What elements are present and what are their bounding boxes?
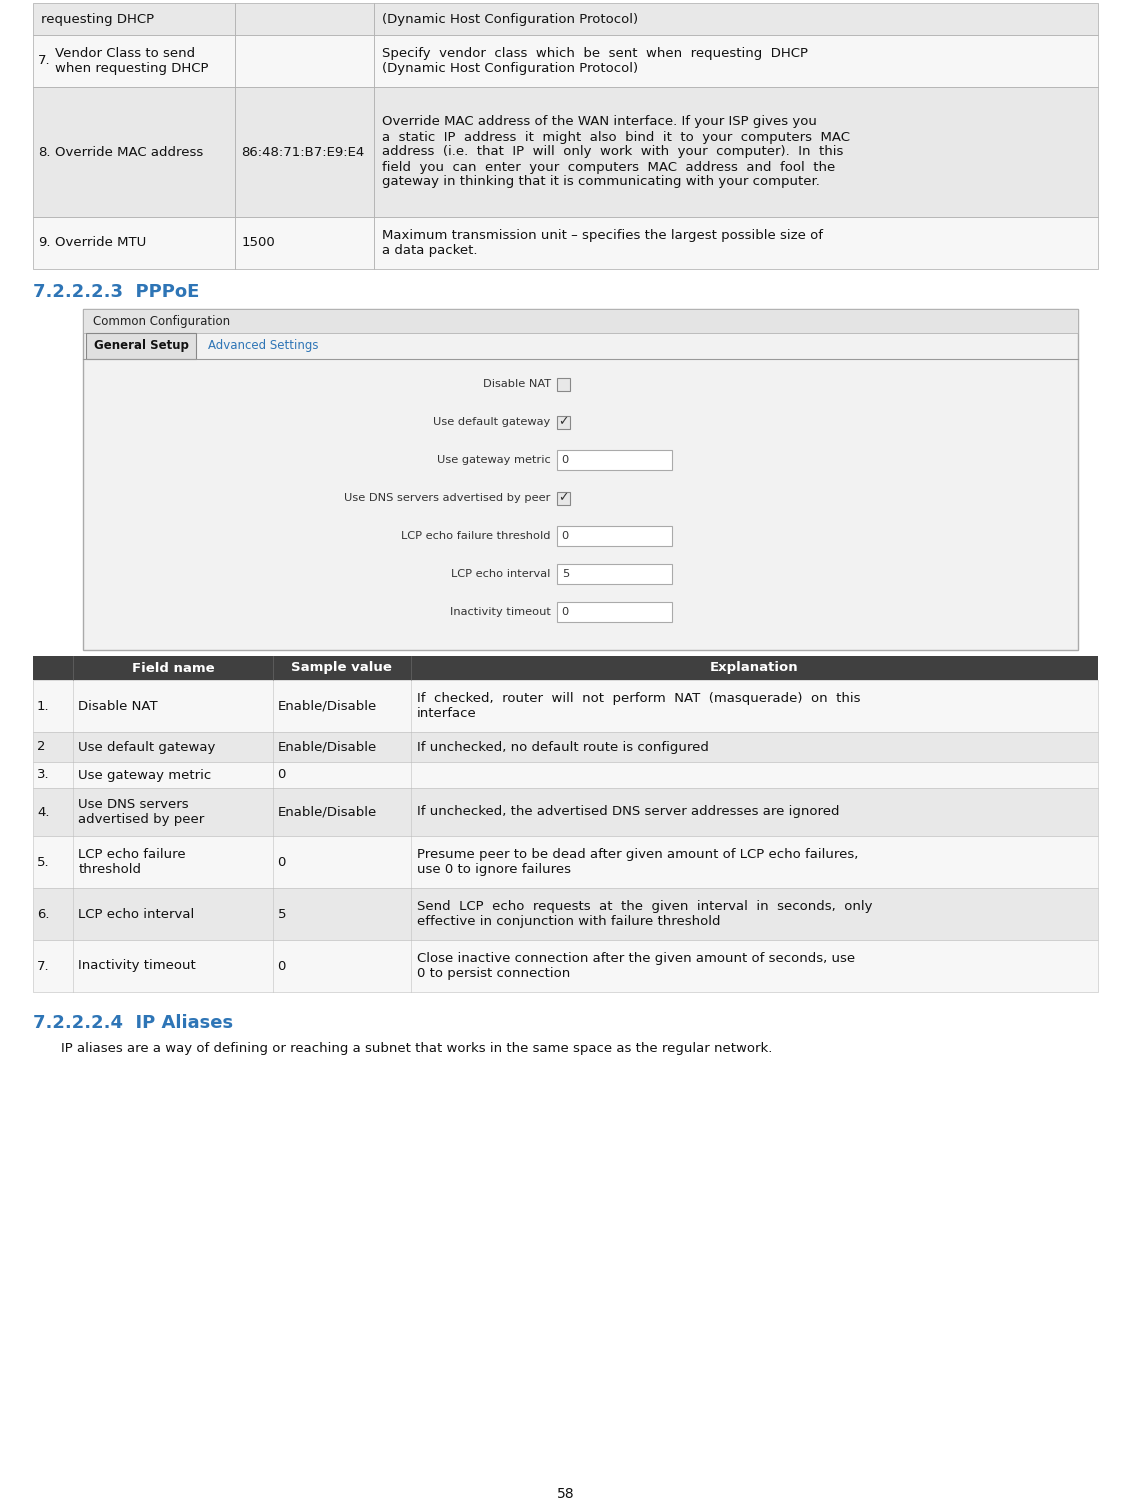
Text: 5: 5 xyxy=(277,907,286,920)
Bar xyxy=(33,732,1098,763)
Bar xyxy=(33,656,1098,680)
Text: Use default gateway: Use default gateway xyxy=(433,417,551,427)
Text: Use DNS servers advertised by peer: Use DNS servers advertised by peer xyxy=(344,493,551,502)
Bar xyxy=(33,35,235,87)
Text: Enable/Disable: Enable/Disable xyxy=(277,740,377,754)
Bar xyxy=(83,308,1078,650)
Bar xyxy=(33,217,235,269)
Bar xyxy=(556,378,570,391)
Text: ✓: ✓ xyxy=(558,492,569,504)
Text: Maximum transmission unit – specifies the largest possible size of
a data packet: Maximum transmission unit – specifies th… xyxy=(382,229,822,257)
Text: If unchecked, the advertised DNS server addresses are ignored: If unchecked, the advertised DNS server … xyxy=(417,806,839,818)
Text: Inactivity timeout: Inactivity timeout xyxy=(78,960,196,973)
Bar xyxy=(33,887,1098,940)
Bar xyxy=(374,217,1098,269)
Text: 0: 0 xyxy=(562,531,569,541)
Bar xyxy=(86,332,196,359)
Text: 1500: 1500 xyxy=(241,236,275,250)
Text: 0: 0 xyxy=(277,960,286,973)
Text: Common Configuration: Common Configuration xyxy=(93,314,230,328)
Text: 1.: 1. xyxy=(37,699,50,713)
Text: Override MAC address: Override MAC address xyxy=(55,146,204,158)
Text: Disable NAT: Disable NAT xyxy=(78,699,158,713)
Bar xyxy=(556,492,570,504)
Text: General Setup: General Setup xyxy=(94,340,189,352)
Text: 6.: 6. xyxy=(37,907,50,920)
Bar xyxy=(235,217,374,269)
Text: 5: 5 xyxy=(562,569,569,579)
Text: Vendor Class to send
when requesting DHCP: Vendor Class to send when requesting DHC… xyxy=(55,47,208,75)
Text: Use gateway metric: Use gateway metric xyxy=(78,769,211,782)
Text: 7.: 7. xyxy=(38,54,51,68)
Text: Close inactive connection after the given amount of seconds, use
0 to persist co: Close inactive connection after the give… xyxy=(417,952,855,981)
Bar xyxy=(556,526,672,546)
Text: 3.: 3. xyxy=(37,769,50,782)
Text: (Dynamic Host Configuration Protocol): (Dynamic Host Configuration Protocol) xyxy=(382,12,638,26)
Text: 9.: 9. xyxy=(38,236,51,250)
Text: Field name: Field name xyxy=(131,662,215,674)
Bar xyxy=(556,415,570,429)
Text: Inactivity timeout: Inactivity timeout xyxy=(450,608,551,617)
Text: Disable NAT: Disable NAT xyxy=(483,379,551,390)
Text: 58: 58 xyxy=(556,1487,575,1501)
Text: If  checked,  router  will  not  perform  NAT  (masquerade)  on  this
interface: If checked, router will not perform NAT … xyxy=(417,692,861,720)
Bar xyxy=(33,763,1098,788)
Bar xyxy=(33,3,235,35)
Bar xyxy=(374,35,1098,87)
Text: Override MAC address of the WAN interface. If your ISP gives you
a  static  IP  : Override MAC address of the WAN interfac… xyxy=(382,116,849,188)
Text: Use gateway metric: Use gateway metric xyxy=(437,456,551,465)
Text: IP aliases are a way of defining or reaching a subnet that works in the same spa: IP aliases are a way of defining or reac… xyxy=(61,1042,772,1054)
Text: 2: 2 xyxy=(37,740,45,754)
Bar xyxy=(33,836,1098,887)
Bar xyxy=(235,87,374,217)
Text: 8.: 8. xyxy=(38,146,51,158)
Text: LCP echo failure threshold: LCP echo failure threshold xyxy=(402,531,551,541)
Text: 5.: 5. xyxy=(37,856,50,868)
Text: Use default gateway: Use default gateway xyxy=(78,740,216,754)
Text: Enable/Disable: Enable/Disable xyxy=(277,806,377,818)
Text: Enable/Disable: Enable/Disable xyxy=(277,699,377,713)
Bar xyxy=(556,564,672,584)
Text: Advanced Settings: Advanced Settings xyxy=(208,340,319,352)
Text: 0: 0 xyxy=(562,608,569,617)
Bar xyxy=(374,87,1098,217)
Bar xyxy=(235,35,374,87)
Bar xyxy=(33,87,235,217)
Bar xyxy=(374,3,1098,35)
Text: 86:48:71:B7:E9:E4: 86:48:71:B7:E9:E4 xyxy=(241,146,364,158)
Text: Presume peer to be dead after given amount of LCP echo failures,
use 0 to ignore: Presume peer to be dead after given amou… xyxy=(417,848,858,875)
Bar xyxy=(83,308,1078,332)
Text: 0: 0 xyxy=(562,456,569,465)
Text: If unchecked, no default route is configured: If unchecked, no default route is config… xyxy=(417,740,709,754)
Text: ✓: ✓ xyxy=(558,415,569,429)
Text: Specify  vendor  class  which  be  sent  when  requesting  DHCP
(Dynamic Host Co: Specify vendor class which be sent when … xyxy=(382,47,808,75)
Text: 4.: 4. xyxy=(37,806,50,818)
Text: Override MTU: Override MTU xyxy=(55,236,146,250)
Text: requesting DHCP: requesting DHCP xyxy=(41,12,154,26)
Text: 0: 0 xyxy=(277,856,286,868)
Text: Send  LCP  echo  requests  at  the  given  interval  in  seconds,  only
effectiv: Send LCP echo requests at the given inte… xyxy=(417,899,873,928)
Bar xyxy=(33,680,1098,732)
Bar xyxy=(235,3,374,35)
Bar xyxy=(556,602,672,623)
Text: LCP echo failure
threshold: LCP echo failure threshold xyxy=(78,848,187,875)
Text: Use DNS servers
advertised by peer: Use DNS servers advertised by peer xyxy=(78,799,205,826)
Bar xyxy=(33,788,1098,836)
Text: Sample value: Sample value xyxy=(292,662,392,674)
Text: LCP echo interval: LCP echo interval xyxy=(78,907,195,920)
Text: Explanation: Explanation xyxy=(710,662,798,674)
Bar xyxy=(33,940,1098,993)
Text: 7.: 7. xyxy=(37,960,50,973)
Text: 7.2.2.2.3  PPPoE: 7.2.2.2.3 PPPoE xyxy=(33,283,199,301)
Text: LCP echo interval: LCP echo interval xyxy=(451,569,551,579)
Text: 0: 0 xyxy=(277,769,286,782)
Text: 7.2.2.2.4  IP Aliases: 7.2.2.2.4 IP Aliases xyxy=(33,1014,233,1032)
Bar xyxy=(556,450,672,469)
